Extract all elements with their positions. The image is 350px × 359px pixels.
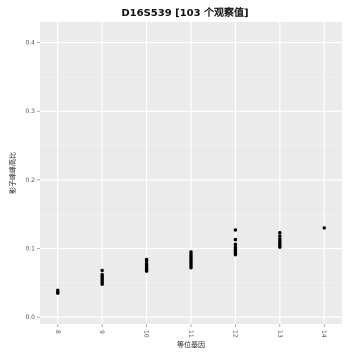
x-tick-label: 14: [320, 330, 327, 338]
x-tick-label: 11: [187, 330, 194, 338]
data-points: [56, 226, 326, 295]
y-axis-ticks: 0.0 0.1 0.2 0.3 0.4: [25, 40, 40, 321]
data-point: [278, 231, 282, 235]
data-point: [278, 234, 282, 238]
x-axis-title: 等位基因: [177, 340, 205, 349]
data-point: [144, 259, 149, 263]
x-tick-label: 9: [98, 330, 105, 334]
data-point: [233, 237, 238, 242]
data-point: [100, 282, 104, 286]
y-tick-label: 0.3: [25, 108, 35, 115]
y-axis-title: 影子峰峰高比: [8, 152, 17, 194]
data-point: [100, 268, 104, 273]
x-tick-label: 10: [143, 330, 150, 338]
data-point: [233, 228, 238, 232]
y-tick-label: 0.0: [25, 314, 35, 321]
y-tick-label: 0.2: [25, 177, 35, 184]
data-point: [233, 242, 238, 247]
y-tick-label: 0.1: [25, 246, 35, 253]
data-point: [233, 252, 238, 257]
data-point: [322, 226, 326, 230]
y-tick-label: 0.4: [25, 40, 35, 47]
chart-title: D16S539 [103 个观察值]: [121, 6, 248, 19]
x-axis-ticks: 8 9 10 11 12 13 14: [54, 324, 327, 338]
data-point: [189, 266, 193, 270]
data-point: [278, 245, 282, 249]
data-point: [56, 291, 60, 295]
x-tick-label: 8: [54, 330, 61, 334]
data-point: [144, 269, 149, 273]
x-tick-label: 12: [231, 330, 238, 338]
x-tick-label: 13: [276, 330, 283, 338]
